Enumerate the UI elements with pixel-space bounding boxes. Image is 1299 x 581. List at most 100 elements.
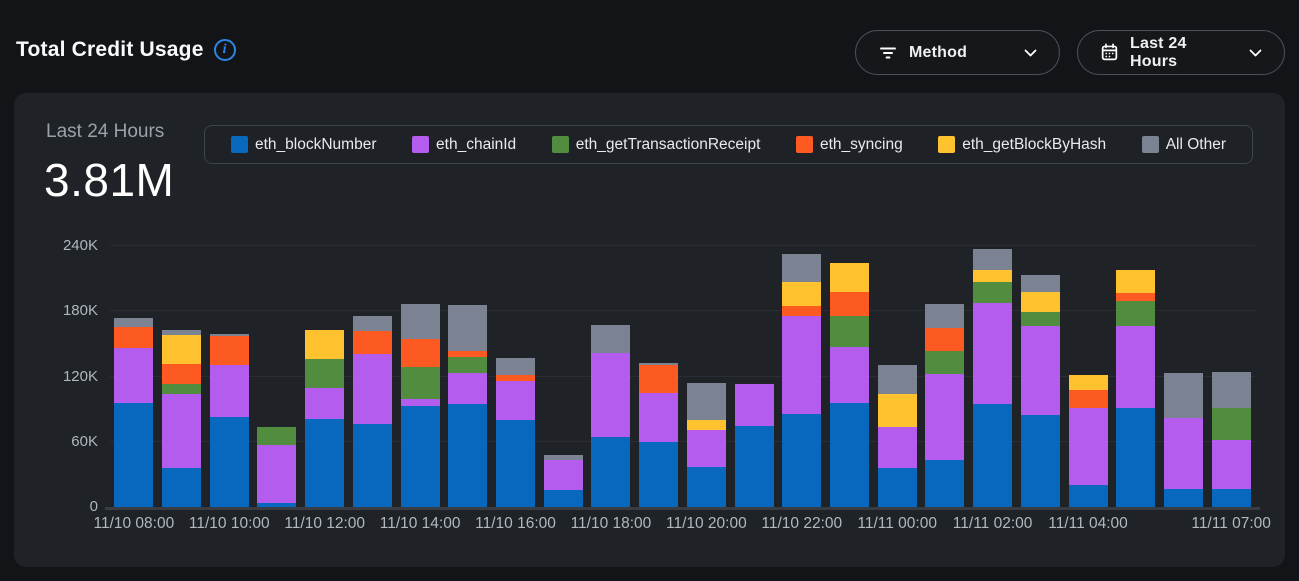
bar-segment-eth_blocknumber[interactable]: [114, 402, 154, 507]
bar-segment-eth_syncing[interactable]: [496, 374, 536, 382]
bar-segment-eth_blocknumber[interactable]: [209, 416, 249, 507]
legend-item-eth_blocknumber[interactable]: eth_blockNumber: [231, 136, 376, 154]
bar-segment-eth_gettransactionreceipt[interactable]: [448, 357, 488, 374]
bar-segment-eth_chainid[interactable]: [1116, 325, 1156, 409]
bar-segment-all-other[interactable]: [1163, 373, 1203, 418]
bar-11-11-03-00[interactable]: [1020, 274, 1060, 507]
bar-segment-eth_getblockbyhash[interactable]: [782, 282, 822, 307]
bar-segment-eth_syncing[interactable]: [1116, 293, 1156, 301]
bar-segment-all-other[interactable]: [448, 305, 488, 351]
bar-segment-eth_blocknumber[interactable]: [1116, 408, 1156, 507]
bar-segment-eth_syncing[interactable]: [114, 326, 154, 349]
bar-segment-all-other[interactable]: [114, 318, 154, 327]
bar-segment-eth_syncing[interactable]: [162, 363, 202, 385]
bar-segment-eth_blocknumber[interactable]: [400, 405, 440, 507]
bar-11-11-04-00[interactable]: [1068, 374, 1108, 507]
bar-segment-eth_chainid[interactable]: [400, 399, 440, 406]
bar-segment-eth_getblockbyhash[interactable]: [1020, 291, 1060, 312]
bar-segment-eth_chainid[interactable]: [1211, 439, 1251, 489]
bar-segment-eth_chainid[interactable]: [305, 387, 345, 420]
method-dropdown[interactable]: Method: [855, 30, 1060, 75]
bar-segment-eth_getblockbyhash[interactable]: [1068, 374, 1108, 390]
bar-11-11-00-00[interactable]: [877, 364, 917, 507]
bar-11-11-01-00[interactable]: [925, 303, 965, 507]
bar-segment-eth_gettransactionreceipt[interactable]: [973, 282, 1013, 303]
bar-segment-eth_syncing[interactable]: [782, 306, 822, 316]
info-icon[interactable]: i: [213, 39, 236, 61]
bar-11-10-22-00[interactable]: [782, 253, 822, 507]
bar-segment-all-other[interactable]: [400, 303, 440, 339]
bar-segment-eth_chainid[interactable]: [114, 348, 154, 403]
bar-segment-eth_getblockbyhash[interactable]: [877, 394, 917, 427]
bar-segment-eth_chainid[interactable]: [925, 374, 965, 461]
bar-segment-eth_chainid[interactable]: [352, 353, 392, 425]
bar-11-10-08-00[interactable]: [114, 318, 154, 507]
bar-segment-eth_chainid[interactable]: [734, 384, 774, 426]
bar-segment-eth_chainid[interactable]: [543, 460, 583, 490]
bar-11-11-02-00[interactable]: [973, 248, 1013, 507]
bar-11-10-10-00[interactable]: [209, 334, 249, 507]
bar-segment-eth_blocknumber[interactable]: [1020, 414, 1060, 507]
bar-11-10-19-00[interactable]: [639, 362, 679, 507]
bar-segment-all-other[interactable]: [591, 324, 631, 353]
bar-segment-all-other[interactable]: [496, 358, 536, 375]
bar-segment-all-other[interactable]: [543, 454, 583, 461]
bar-segment-eth_syncing[interactable]: [352, 331, 392, 354]
bar-11-10-13-00[interactable]: [352, 315, 392, 507]
bar-segment-eth_blocknumber[interactable]: [543, 489, 583, 507]
bar-segment-eth_getblockbyhash[interactable]: [686, 420, 726, 430]
bar-segment-eth_chainid[interactable]: [973, 302, 1013, 404]
legend-item-eth_chainid[interactable]: eth_chainId: [412, 136, 516, 154]
bar-segment-eth_chainid[interactable]: [639, 392, 679, 442]
bar-segment-eth_blocknumber[interactable]: [1068, 485, 1108, 507]
bar-11-10-16-00[interactable]: [496, 358, 536, 507]
bar-segment-eth_chainid[interactable]: [496, 381, 536, 421]
legend-item-eth_syncing[interactable]: eth_syncing: [795, 136, 903, 154]
bar-segment-all-other[interactable]: [782, 253, 822, 283]
bar-11-10-21-00[interactable]: [734, 384, 774, 507]
bar-segment-eth_syncing[interactable]: [209, 336, 249, 365]
bar-segment-eth_chainid[interactable]: [829, 347, 869, 403]
legend-item-eth_gettransactionreceipt[interactable]: eth_getTransactionReceipt: [551, 136, 760, 154]
bar-11-10-11-00[interactable]: [257, 426, 297, 507]
bar-11-11-06-00[interactable]: [1163, 373, 1203, 507]
bar-11-10-20-00[interactable]: [686, 383, 726, 507]
bar-segment-eth_blocknumber[interactable]: [639, 441, 679, 507]
legend-item-all-other[interactable]: All Other: [1141, 136, 1226, 154]
bar-segment-eth_chainid[interactable]: [1068, 408, 1108, 486]
bar-segment-eth_chainid[interactable]: [591, 352, 631, 438]
bar-11-10-12-00[interactable]: [305, 329, 345, 507]
bar-segment-all-other[interactable]: [209, 334, 249, 337]
bar-segment-eth_getblockbyhash[interactable]: [305, 329, 345, 360]
bar-segment-eth_gettransactionreceipt[interactable]: [1020, 311, 1060, 326]
bar-11-11-07-00[interactable]: [1211, 372, 1251, 507]
bar-11-10-14-00[interactable]: [400, 303, 440, 507]
bar-11-10-09-00[interactable]: [162, 330, 202, 507]
bar-segment-eth_blocknumber[interactable]: [877, 467, 917, 507]
bar-segment-eth_blocknumber[interactable]: [591, 437, 631, 507]
bar-segment-eth_blocknumber[interactable]: [782, 413, 822, 507]
bar-segment-eth_chainid[interactable]: [448, 373, 488, 404]
bar-segment-eth_gettransactionreceipt[interactable]: [925, 350, 965, 375]
bar-segment-all-other[interactable]: [925, 303, 965, 328]
bar-segment-eth_getblockbyhash[interactable]: [162, 335, 202, 364]
bar-segment-eth_chainid[interactable]: [257, 445, 297, 503]
bar-segment-eth_gettransactionreceipt[interactable]: [1116, 300, 1156, 326]
bar-segment-eth_syncing[interactable]: [829, 291, 869, 316]
bar-segment-eth_syncing[interactable]: [1068, 389, 1108, 409]
bar-segment-all-other[interactable]: [1020, 274, 1060, 292]
bar-segment-eth_blocknumber[interactable]: [925, 460, 965, 507]
bar-segment-all-other[interactable]: [162, 330, 202, 336]
bar-segment-eth_blocknumber[interactable]: [734, 425, 774, 507]
bar-segment-eth_gettransactionreceipt[interactable]: [829, 315, 869, 348]
bar-segment-eth_blocknumber[interactable]: [496, 420, 536, 507]
bar-segment-eth_chainid[interactable]: [782, 315, 822, 414]
bar-segment-eth_syncing[interactable]: [400, 338, 440, 367]
bar-11-11-05-00[interactable]: [1116, 270, 1156, 507]
bar-segment-all-other[interactable]: [352, 315, 392, 332]
time-range-dropdown[interactable]: Last 24 Hours: [1077, 30, 1285, 75]
bar-segment-eth_gettransactionreceipt[interactable]: [400, 366, 440, 400]
bar-segment-eth_chainid[interactable]: [686, 429, 726, 467]
bar-segment-eth_blocknumber[interactable]: [352, 424, 392, 507]
bar-segment-eth_blocknumber[interactable]: [829, 402, 869, 507]
